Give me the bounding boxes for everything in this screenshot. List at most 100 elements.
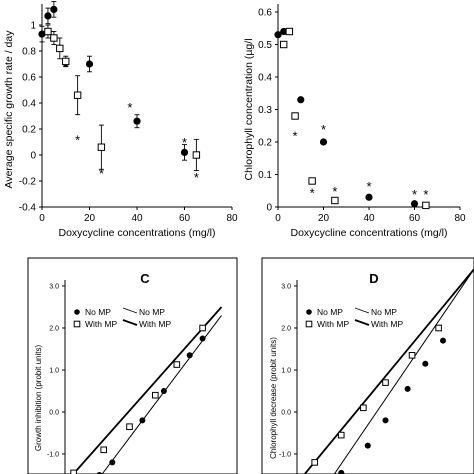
- panel-a: 0 20 40 60 80 -0.4 -0.2 0 0.2 0.4 0.6 0.8 1 Doxycycli…: [3, 1, 238, 239]
- chart-c-point: [160, 388, 167, 394]
- chart-c-fit-line: [101, 315, 222, 474]
- chart-a-y-tick-label: -0.4: [19, 203, 37, 214]
- chart-b-point: [410, 200, 419, 208]
- chart-a-point: [85, 60, 94, 68]
- chart-c-y-tick-label: 1.0: [49, 368, 59, 375]
- chart-c-point: [126, 423, 133, 430]
- chart-d-legend-label: With MP: [317, 319, 349, 329]
- chart-d-plot-area: [303, 268, 474, 474]
- chart-a-point: [73, 91, 82, 99]
- chart-a-significance-star: *: [182, 135, 187, 150]
- chart-b-significance-star: *: [321, 122, 326, 137]
- chart-d-point: [364, 442, 371, 449]
- chart-d-point: [338, 469, 345, 474]
- chart-d-y-label: Chlorophyll decrease (probit units): [269, 337, 278, 459]
- chart-d-point: [337, 431, 345, 439]
- chart-d-fit-line: [333, 268, 474, 474]
- chart-a-y-tick-label: 0.8: [22, 47, 36, 58]
- chart-d-legend-line: [354, 307, 370, 314]
- chart-d-legend-line: [354, 319, 370, 326]
- chart-d-legend-label: No MP: [317, 307, 343, 317]
- chart-c-y-label: Growth inhibition (probit units): [34, 345, 43, 452]
- chart-c-y-tick-label: 3.0: [49, 284, 59, 291]
- chart-b-point: [365, 193, 373, 201]
- chart-b-x-tick-label: 60: [409, 213, 421, 224]
- chart-a-point: [44, 12, 52, 20]
- chart-c-y-tick-label: 2.0: [49, 326, 59, 333]
- chart-c-point: [109, 459, 116, 466]
- chart-b-significance-star: *: [412, 187, 417, 202]
- chart-b-significance-star: *: [366, 179, 371, 194]
- chart-a-y-label: Average specific growth rate / day: [3, 30, 15, 189]
- chart-c-legend-label: With MP: [139, 319, 171, 329]
- chart-b-point: [280, 27, 288, 36]
- chart-a-x-tick-label: 60: [179, 213, 191, 224]
- chart-d-y-tick-label: -1.0: [279, 452, 291, 459]
- chart-a-significance-star: *: [99, 166, 104, 181]
- chart-a-point: [38, 30, 46, 38]
- chart-a-significance-star: *: [127, 100, 132, 115]
- chart-c-point: [152, 391, 159, 399]
- chart-d-y-tick-label: 0.0: [281, 410, 291, 417]
- chart-b-y-tick-label: 0.5: [258, 40, 272, 51]
- chart-d-title: D: [369, 271, 378, 286]
- chart-c-point: [173, 361, 181, 368]
- chart-c-frame: [27, 257, 238, 474]
- chart-d-point: [360, 404, 367, 412]
- panel-d: -1.0 0.0 1.0 2.0 3.0 Chlorophyll decrease (pr…: [261, 257, 474, 474]
- chart-a-point: [56, 44, 64, 53]
- chart-a-point: [44, 27, 52, 36]
- chart-d-point: [311, 459, 318, 466]
- chart-c-legend-marker: [73, 320, 81, 328]
- chart-c-point: [139, 417, 146, 424]
- chart-c-point: [186, 352, 193, 359]
- chart-b-significance-star: *: [423, 187, 428, 202]
- chart-c-point: [199, 324, 206, 332]
- chart-b-x-tick-label: 40: [363, 213, 375, 224]
- chart-c-point: [199, 335, 206, 342]
- chart-d-legend-marker: [306, 309, 312, 315]
- chart-c-legend-label: No MP: [85, 307, 111, 317]
- chart-d-point: [435, 324, 442, 332]
- chart-c-y-tick-label: -1.0: [47, 452, 59, 459]
- chart-c-y-tick-label: 0.0: [49, 410, 59, 417]
- chart-c-fit-line: [72, 306, 223, 474]
- chart-a-x-tick-label: 0: [39, 213, 45, 224]
- chart-d-legend-label: With MP: [371, 319, 403, 329]
- chart-a-significance-star: *: [75, 132, 80, 147]
- chart-b-point: [422, 201, 430, 210]
- chart-b-y-tick-label: 0.2: [258, 138, 272, 149]
- chart-d-y-tick-label: 1.0: [281, 368, 291, 375]
- chart-a-x-label: Doxycycline concentrations (mg/l): [59, 227, 216, 239]
- chart-d-y-tick-label: 2.0: [281, 326, 291, 333]
- chart-d-fit-line: [303, 268, 474, 474]
- chart-b-significance-star: *: [310, 185, 315, 200]
- chart-a-point: [97, 143, 106, 151]
- chart-b-x-tick-label: 0: [275, 213, 281, 224]
- chart-d-legend-label: No MP: [371, 307, 397, 317]
- chart-b-significance-star: *: [293, 129, 298, 144]
- chart-b-point: [297, 96, 305, 104]
- chart-c-point: [70, 469, 77, 474]
- chart-d-legend-marker: [305, 320, 313, 328]
- chart-b-point: [308, 177, 316, 185]
- chart-a-x-tick-label: 40: [131, 213, 143, 224]
- panel-c: -1.0 0.0 1.0 2.0 3.0 Growth inhibition (probi…: [27, 257, 238, 474]
- chart-b-y-tick-label: 0.4: [258, 73, 272, 84]
- chart-b-y-tick-label: 0.3: [258, 105, 272, 116]
- chart-b-point: [285, 27, 294, 36]
- chart-d-point: [440, 337, 447, 344]
- chart-b-point: [319, 138, 328, 146]
- chart-a-y-tick-label: -0.2: [19, 177, 37, 188]
- chart-d-point: [408, 352, 416, 359]
- chart-a-y-tick-label: 0.2: [22, 125, 36, 136]
- chart-a-y-tick-label: 0.4: [22, 99, 36, 110]
- chart-a-y-tick-label: 0.6: [22, 73, 36, 84]
- panel-b: 0 20 40 60 80 0 0.1 0.2 0.3 0.4 0.5 0.6 Doxycycline …: [243, 4, 466, 239]
- chart-c-legend-label: No MP: [139, 307, 165, 317]
- chart-d-point: [382, 417, 389, 424]
- chart-a-point: [50, 5, 58, 13]
- chart-c-legend-marker: [74, 309, 80, 315]
- chart-a-point: [50, 34, 58, 42]
